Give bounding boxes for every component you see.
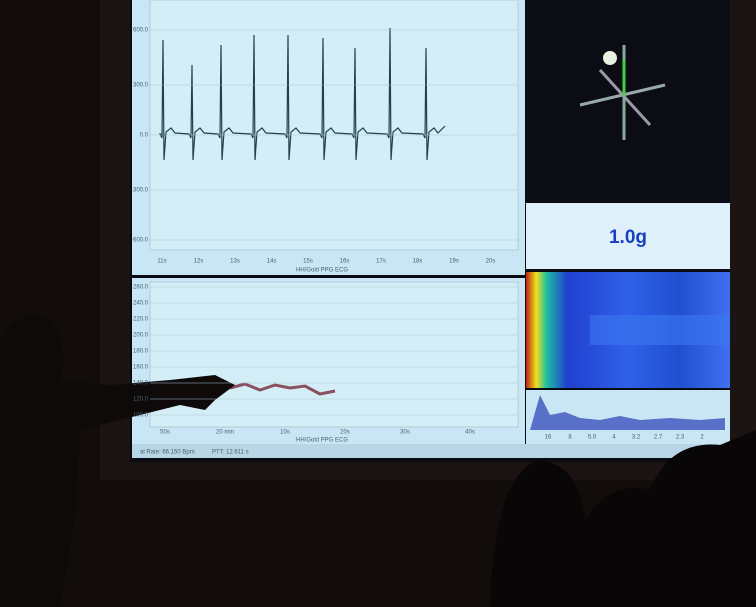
accel-value: 1.0g [609, 227, 647, 248]
spectrum-label: 16 [545, 435, 552, 441]
x-tick-label: 12s [194, 259, 204, 265]
x-tick-label: 14s [267, 259, 277, 265]
x-tick-label: 20s [486, 259, 496, 265]
x-tick-label: 50s [160, 430, 170, 436]
spectrum-label: 5.0 [588, 435, 597, 441]
y-tick-label: -600.0 [131, 238, 149, 244]
x-tick-label: 40s [465, 430, 475, 436]
y-tick-label: 220.0 [133, 317, 149, 323]
photo: 1.0g al Rate: 66.150 Bpm PTT: 12.611 s 6… [0, 0, 756, 607]
y-tick-label: 600.0 [133, 28, 149, 34]
y-tick-label: 140.0 [133, 381, 149, 387]
y-tick-label: 260.0 [133, 285, 149, 291]
x-tick-label: 18s [413, 259, 423, 265]
y-tick-label: 160.0 [133, 365, 149, 371]
x-tick-label: 20 min [216, 430, 234, 436]
rate-text: al Rate: 66.150 Bpm [140, 450, 195, 456]
x-tick-label: 13s [230, 259, 240, 265]
y-tick-label: 300.0 [133, 83, 149, 89]
x-tick-label: 10s [280, 430, 290, 436]
y-tick-label: 180.0 [133, 349, 149, 355]
heatmap-band [590, 315, 730, 345]
y-tick-label: 0.0 [140, 133, 149, 139]
x-axis-label: HH/Gold PPG ECG [296, 438, 348, 444]
x-tick-label: 15s [303, 259, 313, 265]
y-tick-label: 240.0 [133, 301, 149, 307]
x-tick-label: 30s [400, 430, 410, 436]
x-tick-label: 19s [449, 259, 459, 265]
spectrum-label: 3.2 [632, 435, 641, 441]
y-tick-label: -300.0 [131, 188, 149, 194]
spectrum-label: 2.3 [676, 435, 685, 441]
x-tick-label: 20s [340, 430, 350, 436]
x-axis-label: HH/Gold PPG ECG [296, 268, 348, 274]
x-tick-label: 17s [376, 259, 386, 265]
y-tick-label: 120.0 [133, 397, 149, 403]
x-tick-label: 16s [340, 259, 350, 265]
y-tick-label: 200.0 [133, 333, 149, 339]
spectrum-label: 2.7 [654, 435, 663, 441]
ptt-text: PTT: 12.611 s [212, 450, 249, 456]
x-tick-label: 11s [157, 259, 166, 265]
top-plot-area [150, 0, 518, 250]
y-tick-label: 100.0 [133, 413, 149, 419]
